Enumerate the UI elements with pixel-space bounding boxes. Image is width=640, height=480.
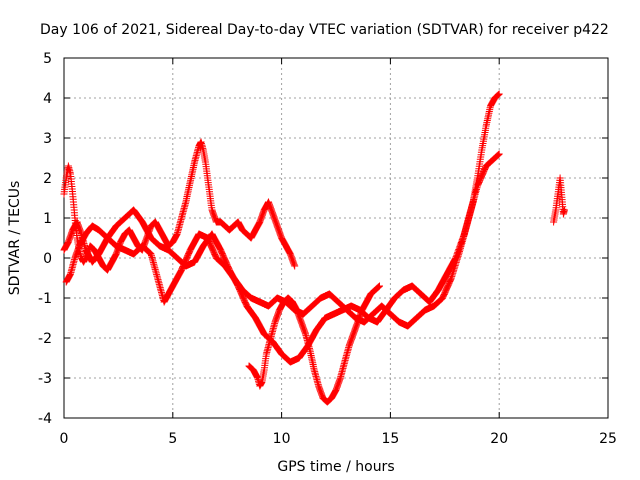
grid <box>64 58 608 418</box>
y-tick-label: 3 <box>43 131 52 147</box>
x-tick-label: 25 <box>599 431 617 447</box>
axis-ticks <box>63 57 609 419</box>
y-tick-labels: -4 -3 -2 -1 0 1 2 3 4 5 <box>38 51 52 427</box>
x-axis-label: GPS time / hours <box>277 459 394 475</box>
y-tick-label: -3 <box>38 371 52 387</box>
data-point-markers <box>550 174 568 226</box>
x-tick-label: 5 <box>168 431 177 447</box>
y-tick-label: 5 <box>43 51 52 67</box>
y-axis-label: SDTVAR / TECUs <box>7 181 23 296</box>
y-tick-label: -4 <box>38 411 52 427</box>
x-tick-label: 10 <box>273 431 291 447</box>
x-tick-label: 0 <box>60 431 69 447</box>
x-tick-labels: 0 5 10 15 20 25 <box>60 431 617 447</box>
y-tick-label: 0 <box>43 251 52 267</box>
plot-frame <box>63 57 609 419</box>
x-tick-label: 15 <box>381 431 399 447</box>
data-marks <box>60 90 568 406</box>
series-track-d <box>245 282 383 406</box>
series-track-e <box>550 174 568 226</box>
y-tick-label: -2 <box>38 331 52 347</box>
data-point-markers <box>245 282 383 406</box>
y-tick-label: 1 <box>43 211 52 227</box>
chart-title: Day 106 of 2021, Sidereal Day-to-day VTE… <box>40 22 609 38</box>
x-tick-label: 20 <box>490 431 508 447</box>
y-tick-label: 4 <box>43 91 52 107</box>
y-tick-label: -1 <box>38 291 52 307</box>
y-tick-label: 2 <box>43 171 52 187</box>
